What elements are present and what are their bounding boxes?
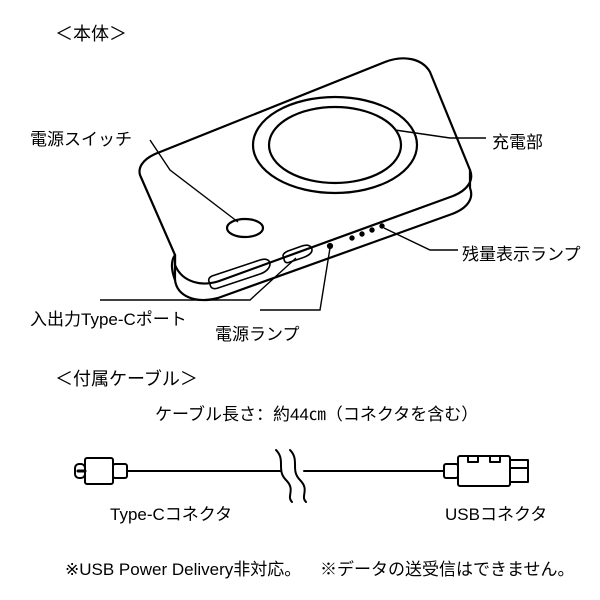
label-power-lamp: 電源ランプ — [215, 320, 300, 345]
label-io-port: 入出力Type-Cポート — [30, 305, 187, 330]
body-diagram — [0, 40, 600, 350]
label-power-switch: 電源スイッチ — [30, 125, 132, 150]
label-indicator-lamp: 残量表示ランプ — [462, 240, 581, 265]
label-type-c-connector: Type-Cコネクタ — [110, 500, 232, 525]
label-usb-connector: USBコネクタ — [445, 500, 547, 525]
label-charging-area: 充電部 — [492, 128, 543, 153]
section-title-cable: ＜付属ケーブル＞ — [55, 365, 198, 391]
note-data: ※データの送受信はできません。 — [320, 555, 575, 580]
note-pd: ※USB Power Delivery非対応。 — [65, 555, 301, 580]
